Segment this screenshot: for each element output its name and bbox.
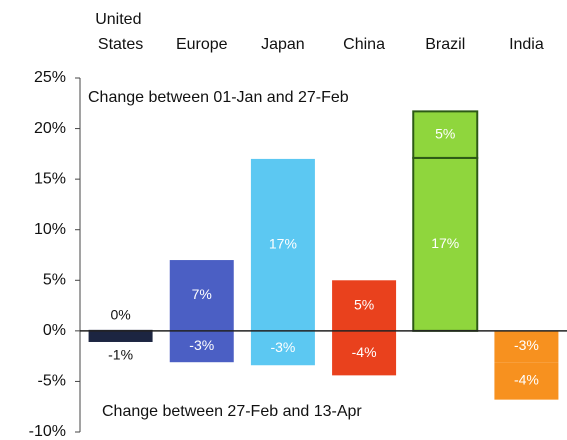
data-label: -1% <box>108 347 133 363</box>
bar <box>250 330 315 366</box>
data-label: 17% <box>269 236 297 252</box>
data-label: -4% <box>352 344 377 360</box>
bar <box>169 260 234 331</box>
y-tick-label: 10% <box>34 221 66 238</box>
y-tick-label: 20% <box>34 120 66 137</box>
category-label: Europe <box>176 36 228 53</box>
data-label: 5% <box>354 296 374 312</box>
bar <box>412 156 479 332</box>
annotation: Change between 27-Feb and 13-Apr <box>102 403 362 420</box>
bar <box>332 330 397 376</box>
data-label: 7% <box>192 286 212 302</box>
category-label: China <box>343 36 385 53</box>
y-tick-label: 25% <box>34 69 66 86</box>
annotation: Change between 01-Jan and 27-Feb <box>88 89 349 106</box>
bar <box>250 158 315 331</box>
y-tick-label: 0% <box>43 322 66 339</box>
y-tick-label: -10% <box>29 423 66 440</box>
bar <box>494 330 559 363</box>
data-label: -3% <box>270 339 295 355</box>
data-label: -3% <box>189 337 214 353</box>
data-label: 0% <box>110 307 130 323</box>
bar <box>332 280 397 331</box>
bar <box>88 330 153 342</box>
data-label: 17% <box>431 235 459 251</box>
bar <box>169 330 234 363</box>
y-tick-label: 15% <box>34 170 66 187</box>
category-label: Brazil <box>425 36 465 53</box>
bar <box>412 110 479 159</box>
category-label: United States <box>95 11 146 53</box>
y-tick-label: -5% <box>38 373 66 390</box>
data-label: -3% <box>514 337 539 353</box>
data-label: -4% <box>514 372 539 388</box>
bar <box>494 362 559 400</box>
category-label: India <box>509 36 544 53</box>
y-tick-label: 5% <box>43 272 66 289</box>
category-label: Japan <box>261 36 305 53</box>
data-label: 5% <box>435 125 455 141</box>
